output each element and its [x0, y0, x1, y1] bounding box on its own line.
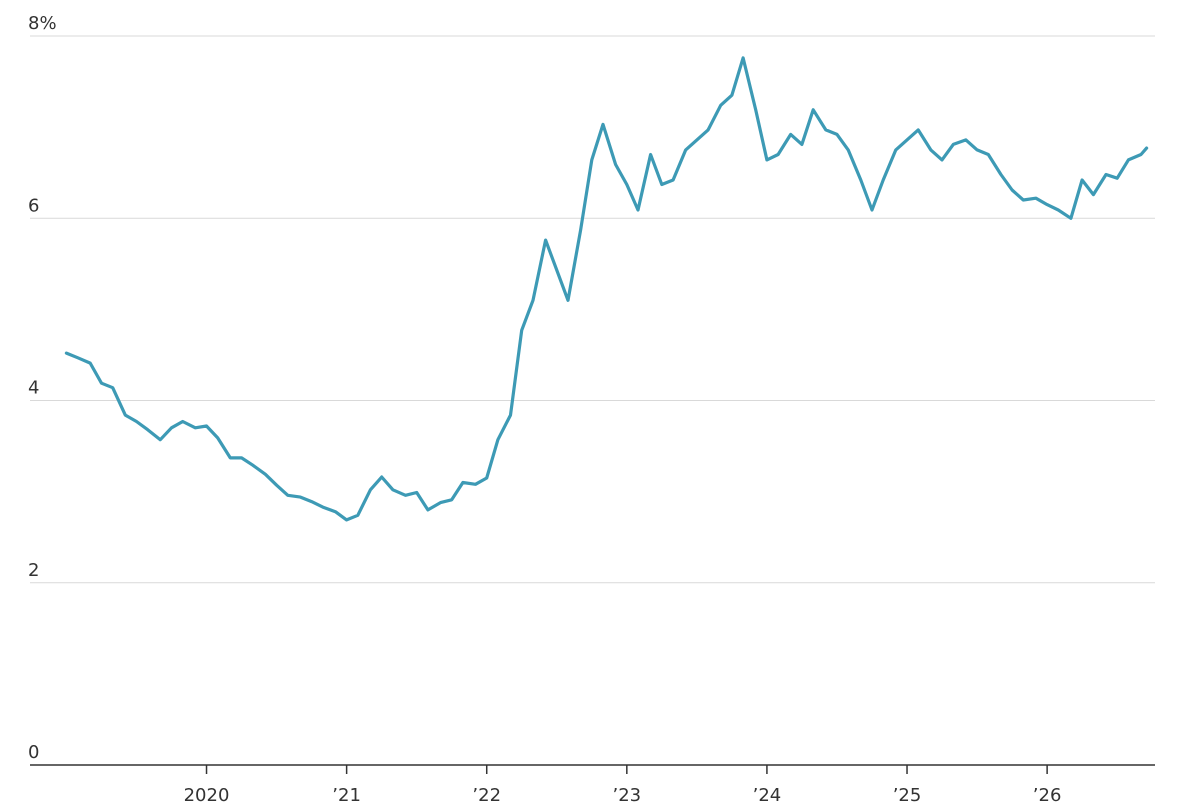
y-tick-label: 0 — [28, 742, 39, 763]
x-tick-label: ’22 — [472, 785, 501, 806]
y-tick-label: 6 — [28, 195, 39, 216]
y-tick-label: 2 — [28, 560, 39, 581]
x-tick-label: ’24 — [753, 785, 782, 806]
y-tick-label: 8% — [28, 13, 57, 34]
x-tick-label: ’21 — [332, 785, 361, 806]
x-tick-label: ’25 — [893, 785, 922, 806]
y-tick-label: 4 — [28, 378, 39, 399]
x-tick-label: 2020 — [184, 785, 230, 806]
line — [64, 56, 1149, 522]
x-tick-label: ’23 — [613, 785, 642, 806]
x-tick-label: ’26 — [1033, 785, 1062, 806]
